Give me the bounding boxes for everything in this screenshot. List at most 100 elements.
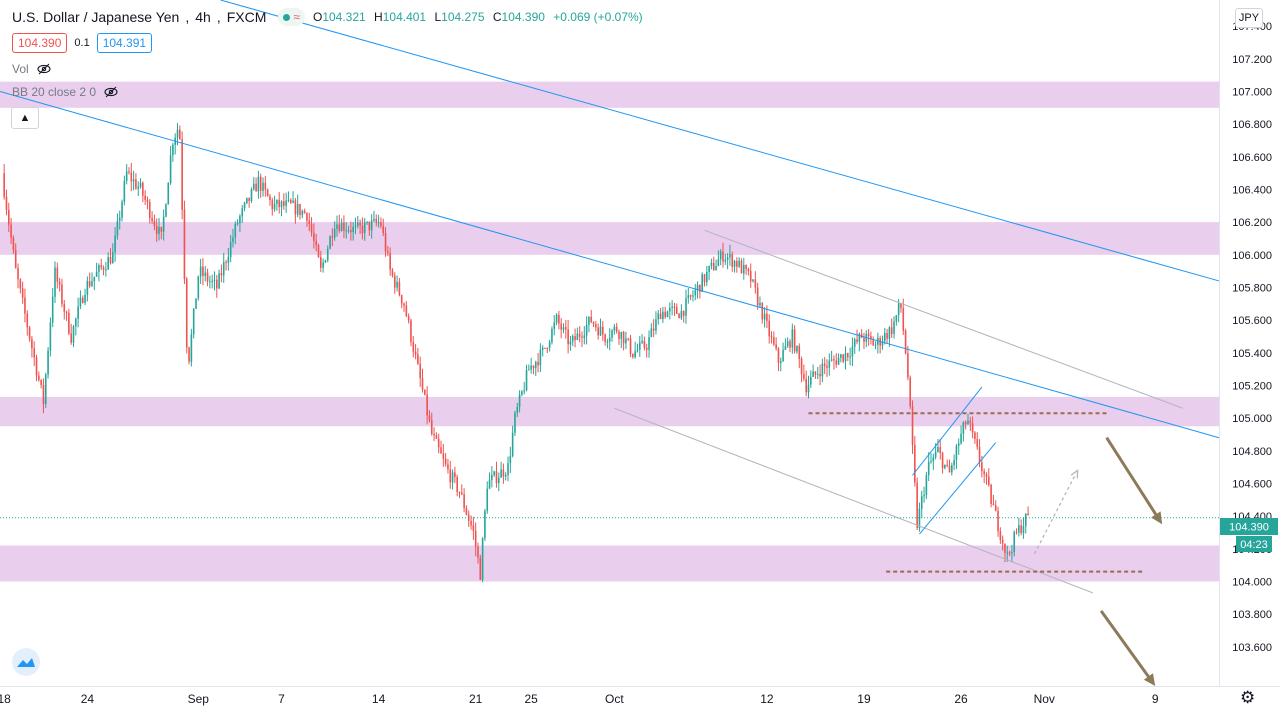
candle-body	[844, 353, 847, 362]
candle-body	[151, 218, 153, 222]
price-tick-label: 104.600	[1232, 478, 1272, 490]
time-tick-label: 19	[857, 692, 871, 706]
candle-body	[49, 322, 52, 351]
gear-icon[interactable]: ⚙	[1240, 688, 1256, 707]
candle-body	[102, 267, 105, 270]
candle-body	[407, 316, 410, 321]
candle-body	[925, 475, 928, 495]
candle-body	[456, 477, 458, 492]
candle-body	[846, 353, 849, 358]
interval-label[interactable]: 4h	[195, 9, 211, 25]
candle-body	[641, 340, 643, 343]
candle-body	[918, 508, 921, 528]
candle-body	[146, 200, 149, 203]
candle-body	[833, 359, 835, 361]
change-value: +0.069 (+0.07%)	[553, 10, 643, 24]
candle-body	[185, 278, 188, 348]
candle-body	[842, 354, 844, 362]
candle-body	[280, 201, 283, 208]
symbol-title[interactable]: U.S. Dollar / Japanese Yen	[12, 9, 180, 25]
buy-button[interactable]: 104.391	[96, 33, 153, 53]
candle-body	[315, 240, 318, 246]
candle-body	[192, 308, 195, 335]
candle-body	[985, 474, 988, 477]
candle-body	[551, 328, 553, 343]
volume-indicator-row[interactable]: Vol	[12, 62, 51, 76]
candle-body	[634, 351, 636, 358]
candle-body	[98, 265, 100, 272]
candle-body	[322, 262, 324, 268]
candle-body	[939, 447, 942, 454]
candle-body	[139, 182, 142, 187]
time-tick-label: 26	[954, 692, 968, 706]
candle-body	[849, 356, 851, 358]
candle-body	[675, 307, 678, 314]
candle-body	[215, 279, 218, 289]
candle-body	[144, 195, 146, 201]
bollinger-indicator-row[interactable]: BB 20 close 2 0	[12, 85, 118, 99]
candle-body	[165, 204, 167, 217]
candle-body	[465, 508, 468, 515]
candle-body	[627, 338, 630, 340]
candle-body	[135, 179, 137, 189]
candle-body	[366, 221, 368, 223]
candle-body	[17, 268, 19, 280]
market-status-badge[interactable]: ≈	[278, 8, 305, 26]
trade-row: 104.390 0.1 104.391	[12, 33, 153, 53]
candle-body	[111, 252, 114, 264]
candle-body	[91, 281, 93, 286]
wave-icon: ≈	[293, 10, 300, 24]
candle-body	[356, 222, 359, 226]
candle-body	[1001, 539, 1004, 544]
candle-body	[571, 336, 574, 342]
candle-body	[218, 273, 220, 289]
candle-body	[202, 266, 204, 276]
time-tick-label: 18	[0, 692, 11, 706]
candle-body	[361, 225, 364, 233]
candle-body	[914, 444, 916, 483]
legend: U.S. Dollar / Japanese Yen , 4h , FXCM ≈…	[0, 0, 1000, 110]
candle-body	[990, 484, 992, 504]
candle-body	[250, 189, 253, 201]
candle-body	[417, 354, 419, 364]
sell-button[interactable]: 104.390	[12, 33, 68, 53]
candle-body	[680, 310, 683, 319]
candle-body	[618, 331, 620, 339]
candle-body	[400, 295, 403, 304]
eye-crossed-icon[interactable]	[37, 62, 51, 76]
candle-body	[978, 447, 981, 463]
collapse-legend-button[interactable]: ▲	[11, 107, 39, 129]
candle-body	[992, 503, 995, 506]
projection-arrow-head	[1070, 469, 1079, 479]
zone-107	[0, 81, 1219, 108]
time-tick-label: Nov	[1034, 692, 1055, 706]
candle-body	[682, 310, 685, 316]
candle-body	[206, 272, 209, 282]
candle-body	[137, 186, 140, 189]
candle-body	[190, 334, 193, 362]
candle-body	[269, 196, 271, 201]
candle-body	[264, 182, 267, 190]
candle-body	[125, 171, 128, 182]
candle-body	[389, 253, 391, 270]
eye-crossed-icon[interactable]	[104, 85, 118, 99]
candle-body	[495, 471, 498, 483]
candle-body	[669, 307, 671, 312]
candle-body	[999, 531, 1002, 540]
candle-body	[937, 447, 939, 452]
candle-body	[786, 341, 789, 347]
candle-body	[532, 365, 535, 368]
candle-body	[188, 347, 190, 362]
candle-body	[518, 394, 521, 408]
candle-body	[957, 443, 960, 446]
currency-badge[interactable]: JPY	[1235, 8, 1263, 28]
price-tick-label: 106.800	[1232, 119, 1272, 131]
candle-body	[763, 313, 766, 320]
tradingview-logo-icon[interactable]	[12, 648, 40, 676]
current-price-marker: 104.390 04:23	[1220, 518, 1278, 552]
candle-body	[902, 308, 905, 331]
candle-body	[405, 305, 408, 317]
current-price-label-bg	[1220, 518, 1278, 535]
